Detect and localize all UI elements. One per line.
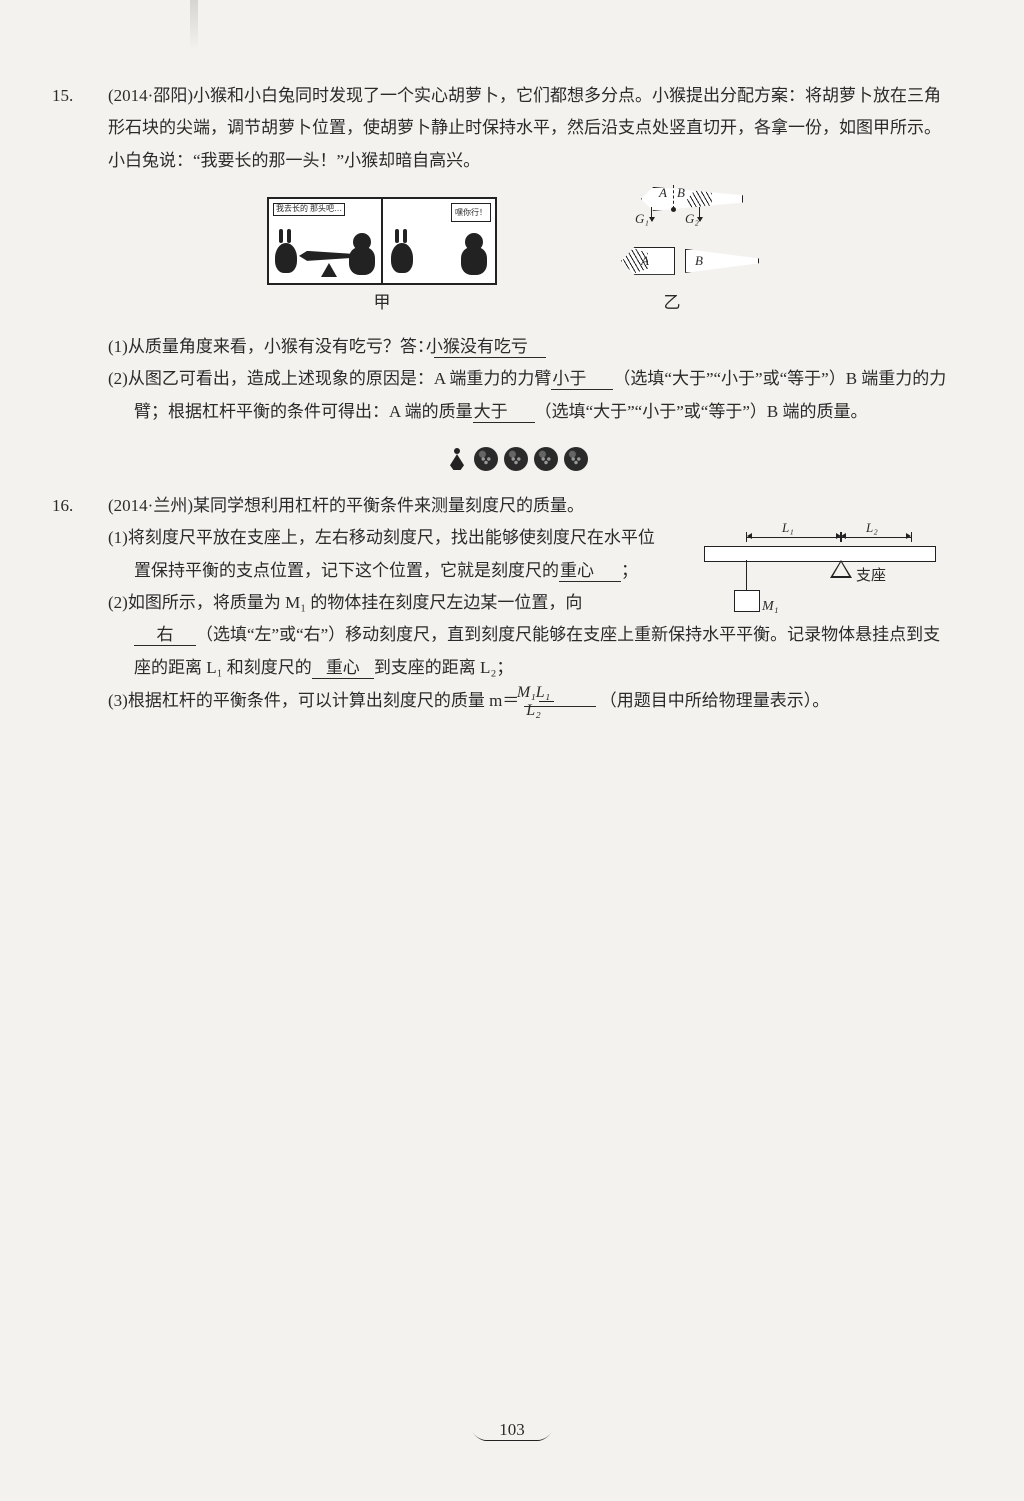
label-M1: M₁ (762, 594, 779, 621)
fraction: M₁L₁ L₂ (535, 684, 558, 720)
q16-stem-text: 某同学想利用杠杆的平衡条件来测量刻度尺的质量。 (193, 496, 584, 515)
scan-artifact (190, 0, 198, 50)
label-L2: L₂ (866, 516, 878, 541)
label-L1: L₁ (782, 516, 794, 541)
q15-figure-yi: A B G₁ G₂ A B 乙 (577, 185, 767, 319)
q16-p3-a: (3)根据杠杆的平衡条件，可以计算出刻度尺的质量 m＝ (108, 691, 519, 710)
q15-stem-text: 小猴和小白兔同时发现了一个实心胡萝卜，它们都想多分点。小猴提出分配方案：将胡萝卜… (108, 86, 941, 170)
caption-jia: 甲 (267, 287, 497, 319)
q15-number: 15. (80, 80, 108, 112)
label-B-bot: B (695, 249, 703, 274)
page-content: 15.(2014·邵阳)小猴和小白兔同时发现了一个实心胡萝卜，它们都想多分点。小… (0, 0, 1024, 775)
ornament-dot-icon (564, 447, 588, 471)
ruler-icon (704, 546, 936, 562)
q15-stem: 15.(2014·邵阳)小猴和小白兔同时发现了一个实心胡萝卜，它们都想多分点。小… (80, 80, 954, 177)
stand-label: 支座 (856, 562, 886, 591)
q16-p2-blank1: 右 (134, 625, 196, 646)
label-G1: G₁ (635, 207, 649, 232)
speech-bubble-2: 嘿你行！ (451, 203, 491, 222)
stand-icon (830, 560, 852, 578)
q15-p2-blank1: 小于 (551, 369, 613, 390)
ornament-dot-icon (504, 447, 528, 471)
question-15: 15.(2014·邵阳)小猴和小白兔同时发现了一个实心胡萝卜，它们都想多分点。小… (80, 80, 954, 428)
pivot-icon (671, 207, 676, 212)
rabbit-icon (273, 237, 301, 277)
rabbit-icon (389, 237, 417, 277)
q16-p2-a: (2)如图所示，将质量为 M₁ 的物体挂在刻度尺左边某一位置，向 (108, 593, 582, 612)
q15-part2: (2)从图乙可看出，造成上述现象的原因是：A 端重力的力臂小于 （选填“大于”“小… (80, 363, 954, 428)
cut-line (673, 185, 674, 209)
label-A-bot: A (641, 249, 649, 274)
question-16: 16.(2014·兰州)某同学想利用杠杆的平衡条件来测量刻度尺的质量。 L₁ L… (80, 490, 954, 717)
section-ornament (80, 446, 954, 472)
q16-figure: L₁ L₂ 支座 M₁ (684, 522, 954, 618)
q16-source: (2014·兰州) (108, 496, 193, 515)
q15-p1-answer: 小猴没有吃亏 (434, 337, 546, 358)
monkey-icon (459, 233, 489, 277)
q16-p1-b: ； (621, 561, 638, 580)
page-number-value: 103 (489, 1420, 535, 1441)
q15-figures: 我去长的 那头吧… 嘿你行！ 甲 (80, 185, 954, 319)
q15-p1-lead: (1)从质量角度来看，小猴有没有吃亏？答： (108, 337, 434, 356)
q16-p2-b: （选填“左”或“右”）移动刻度尺，直到刻度尺能够在支座上重新保持水平平衡。记录物… (134, 625, 940, 676)
comic-panel: 我去长的 那头吧… 嘿你行！ (267, 197, 497, 285)
q16-p3-b: （用题目中所给物理量表示）。 (600, 691, 830, 710)
force-arrow-G1 (651, 207, 652, 221)
ornament-dot-icon (474, 447, 498, 471)
caption-yi: 乙 (577, 287, 767, 319)
speech-bubble-1: 我去长的 那头吧… (273, 203, 345, 216)
comic-panel-2: 嘿你行！ (383, 199, 495, 283)
q15-p2-a: (2)从图乙可看出，造成上述现象的原因是：A 端重力的力臂 (108, 369, 551, 388)
force-arrow-G2 (699, 207, 700, 221)
fraction-num: M₁L₁ (539, 684, 554, 703)
dimension-L1 (746, 532, 842, 542)
label-G2: G₂ (685, 207, 699, 232)
label-A-top: A (659, 181, 667, 206)
q16-stem: 16.(2014·兰州)某同学想利用杠杆的平衡条件来测量刻度尺的质量。 (80, 490, 954, 522)
lever-diagram: A B G₁ G₂ A B (577, 185, 767, 285)
q15-p2-c: （选填“大于”“小于”或“等于”）B 端的质量。 (535, 402, 868, 421)
carrot-icon (299, 251, 353, 261)
q15-part1: (1)从质量角度来看，小猴有没有吃亏？答：小猴没有吃亏 (80, 331, 954, 363)
hang-line (746, 560, 747, 590)
page-number: 103 (0, 1420, 1024, 1441)
label-B-top: B (677, 181, 685, 206)
fulcrum-icon (321, 263, 337, 277)
fraction-den: L₂ (539, 702, 554, 720)
ornament-dot-icon (534, 447, 558, 471)
q16-p2-c: 到支座的距离 L₂； (374, 658, 514, 677)
q16-p1-blank: 重心 (559, 561, 621, 582)
ornament-figure-icon (446, 446, 468, 472)
q16-p2-blank2: 重心 (312, 658, 374, 679)
q15-source: (2014·邵阳) (108, 86, 193, 105)
q16-number: 16. (80, 490, 108, 522)
weight-icon (734, 590, 760, 612)
q16-part3: (3)根据杠杆的平衡条件，可以计算出刻度尺的质量 m＝ M₁L₁ L₂ （用题目… (80, 684, 954, 717)
q16-p3-answer: M₁L₁ L₂ (524, 684, 596, 707)
q15-p2-blank2: 大于 (473, 402, 535, 423)
q16-part2-cont: 右（选填“左”或“右”）移动刻度尺，直到刻度尺能够在支座上重新保持水平平衡。记录… (80, 619, 954, 684)
q15-figure-jia: 我去长的 那头吧… 嘿你行！ 甲 (267, 197, 497, 319)
comic-panel-1: 我去长的 那头吧… (269, 199, 383, 283)
